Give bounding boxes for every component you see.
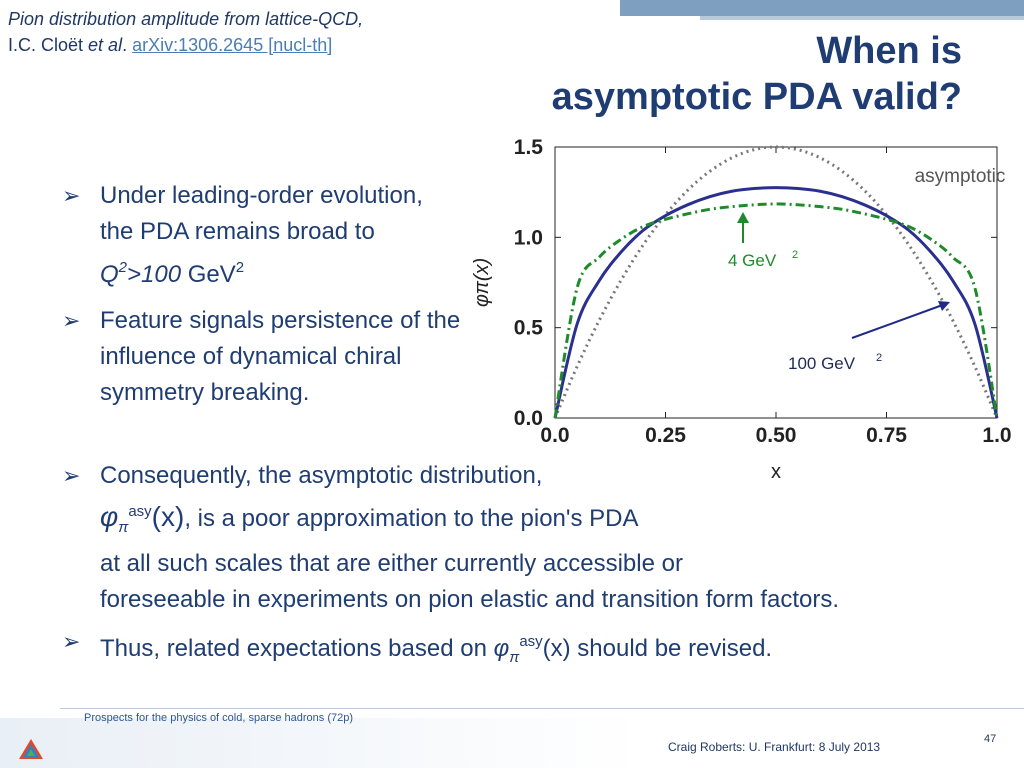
bullet-line-formula: φπasy(x), is a poor approximation to the… <box>100 494 1012 546</box>
slide-title: When is asymptotic PDA valid? <box>552 28 962 120</box>
bullet-text: should be revised. <box>570 635 773 662</box>
bullet-arrow-icon: ➢ <box>62 183 81 208</box>
annotation-arrowhead-4gev <box>737 212 749 223</box>
bullet-item: ➢ Under leading-order evolution, the PDA… <box>62 178 462 293</box>
annotation-100gev-sup: 2 <box>876 352 882 364</box>
annotation-arrowhead-100gev <box>938 301 950 311</box>
series-line-asymptotic <box>553 145 999 419</box>
phi-sup: asy <box>519 633 543 650</box>
title-line-2: asymptotic PDA valid? <box>551 76 962 118</box>
phi-sub: π <box>509 649 520 666</box>
y-tick-label: 1.0 <box>514 226 543 249</box>
y-axis-label: φπ(x) <box>471 258 493 307</box>
y-tick-label: 1.5 <box>514 136 544 159</box>
phi-arg: (x) <box>542 635 571 662</box>
bullet-q-rest: >100 <box>127 261 182 288</box>
pda-chart: 0.0 0.25 0.50 0.75 1.0 0.0 0.5 1.0 1.5 x φπ(x) asym… <box>471 136 1012 483</box>
title-line-1: When is <box>816 30 962 72</box>
bullet-item: ➢ Feature signals persistence of the inf… <box>62 303 462 411</box>
header-decoration-stripe <box>700 16 1024 20</box>
x-tick-label: 0.0 <box>540 424 569 447</box>
annotation-arrow-100gev <box>851 302 949 339</box>
y-tick-label: 0.5 <box>514 317 544 340</box>
annotation-asymptotic: asymptotic <box>915 166 1006 187</box>
x-tick-label: 0.25 <box>645 424 686 447</box>
bullet-item: ➢ Consequently, the asymptotic distribut… <box>62 458 1012 618</box>
annotation-4gev: 4 GeV <box>728 251 777 270</box>
arxiv-link[interactable]: arXiv:1306.2645 [nucl-th] <box>132 35 333 55</box>
bullet-text: Thus, related expectations based on <box>100 635 494 662</box>
header-decoration-bar <box>620 0 1024 16</box>
x-axis-label: x <box>771 461 781 483</box>
x-tick-label: 1.0 <box>982 424 1011 447</box>
bullet-unit: GeV <box>181 261 236 288</box>
bullet-arrow-icon: ➢ <box>62 308 81 333</box>
footer-left-text: Prospects for the physics of cold, spars… <box>84 712 354 724</box>
bullet-line: at all such scales that are either curre… <box>100 550 683 577</box>
reference-block: Pion distribution amplitude from lattice… <box>8 6 363 58</box>
triangle-logo-icon <box>19 739 43 759</box>
annotation-100gev: 100 GeV <box>788 354 856 373</box>
phi-symbol: φ <box>100 501 119 532</box>
bullet-list-bottom: ➢ Consequently, the asymptotic distribut… <box>62 458 1012 676</box>
bullet-list-top: ➢ Under leading-order evolution, the PDA… <box>62 178 462 411</box>
annotation-4gev-sup: 2 <box>792 249 798 261</box>
bullet-arrow-icon: ➢ <box>62 463 81 488</box>
bullet-q-sup: 2 <box>118 259 128 276</box>
bullet-text: Feature signals persistence of the influ… <box>100 307 461 406</box>
bullet-unit-sup: 2 <box>235 259 245 276</box>
bullet-q: Q <box>100 261 119 288</box>
reference-authors: I.C. Cloët <box>8 35 84 55</box>
footer-decoration <box>0 718 640 768</box>
bullet-arrow-icon: ➢ <box>62 629 81 654</box>
series-line-100-gev2 <box>553 186 999 419</box>
footer-divider <box>60 708 1024 709</box>
x-tick-label: 0.50 <box>756 424 797 447</box>
bullet-item: ➢ Thus, related expectations based on φπ… <box>62 624 1012 676</box>
reference-dot: . <box>122 35 128 55</box>
reference-etal: et al <box>88 35 123 55</box>
phi-sub: π <box>118 519 129 536</box>
bullet-text: Under leading-order evolution, the PDA r… <box>100 182 423 245</box>
phi-sup: asy <box>128 503 152 520</box>
bullet-text: , is a poor approximation to the pion's … <box>184 505 639 532</box>
y-tick-label: 0.0 <box>514 407 543 430</box>
bullet-line: Consequently, the asymptotic distributio… <box>100 462 543 489</box>
phi-symbol: φ <box>493 635 510 662</box>
series-line-4-gev2 <box>553 202 999 419</box>
page-number: 47 <box>984 733 997 745</box>
bullet-line: foreseeable in experiments on pion elast… <box>100 586 840 613</box>
x-tick-label: 0.75 <box>866 424 907 447</box>
footer-right-text: Craig Roberts: U. Frankfurt: 8 July 2013 <box>668 740 881 754</box>
reference-title: Pion distribution amplitude from lattice… <box>8 9 364 29</box>
phi-arg: (x) <box>151 501 185 532</box>
